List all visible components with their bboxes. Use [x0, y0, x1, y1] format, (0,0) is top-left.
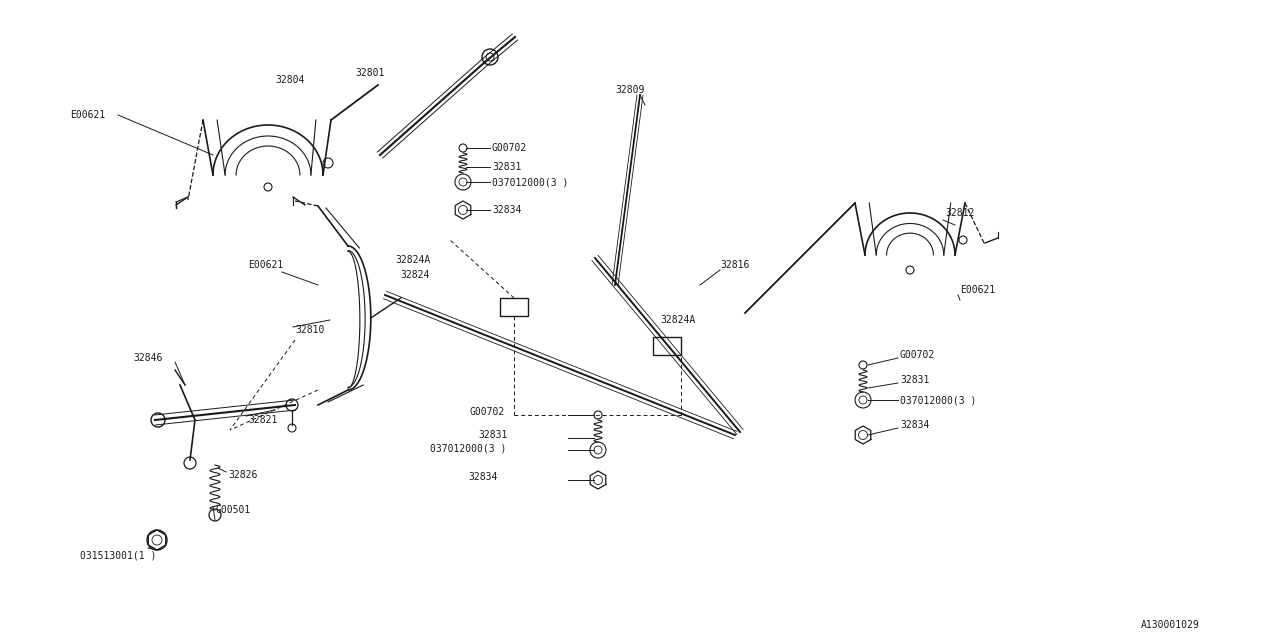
Text: 32831: 32831: [900, 375, 929, 385]
Text: 32834: 32834: [492, 205, 521, 215]
Text: 32824: 32824: [399, 270, 429, 280]
Text: G00702: G00702: [900, 350, 936, 360]
Text: 32821: 32821: [248, 415, 278, 425]
Text: 32809: 32809: [614, 85, 644, 95]
Text: G00702: G00702: [470, 407, 506, 417]
Text: 32826: 32826: [228, 470, 257, 480]
Text: E00621: E00621: [248, 260, 283, 270]
Text: 32834: 32834: [468, 472, 498, 482]
Text: 32831: 32831: [492, 162, 521, 172]
Text: 32812: 32812: [945, 208, 974, 218]
Text: 32804: 32804: [275, 75, 305, 85]
Text: 037012000(3 ): 037012000(3 ): [900, 395, 977, 405]
Text: G00501: G00501: [215, 505, 251, 515]
Text: 031513001(1 ): 031513001(1 ): [79, 550, 156, 560]
Bar: [653, 337, 681, 355]
Text: 32816: 32816: [719, 260, 749, 270]
Text: 32801: 32801: [355, 68, 384, 78]
Text: 32846: 32846: [133, 353, 163, 363]
Text: 32831: 32831: [477, 430, 507, 440]
Text: 32824A: 32824A: [396, 255, 430, 265]
Text: 32824A: 32824A: [660, 315, 695, 325]
Text: A130001029: A130001029: [1142, 620, 1201, 630]
Text: 32834: 32834: [900, 420, 929, 430]
Text: E00621: E00621: [70, 110, 105, 120]
Text: 32810: 32810: [294, 325, 324, 335]
Text: G00702: G00702: [492, 143, 527, 153]
Bar: [500, 298, 529, 316]
Text: 037012000(3 ): 037012000(3 ): [430, 443, 507, 453]
Text: E00621: E00621: [960, 285, 996, 295]
Text: 037012000(3 ): 037012000(3 ): [492, 177, 568, 187]
